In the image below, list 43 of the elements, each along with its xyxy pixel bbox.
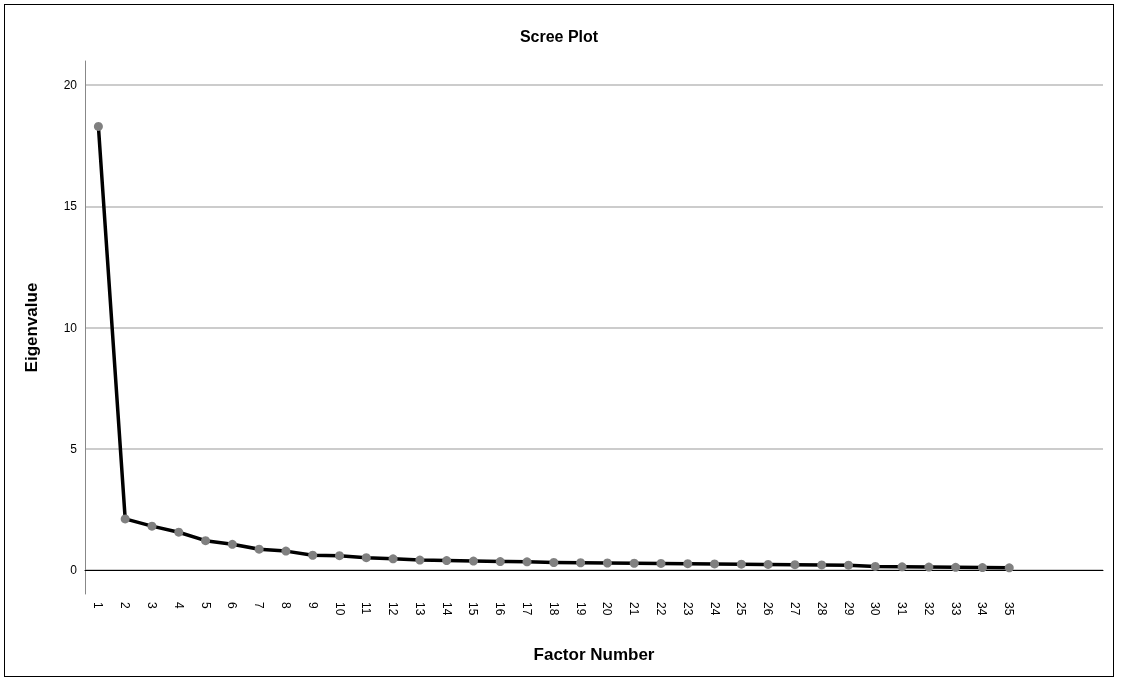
- chart-title: Scree Plot: [519, 27, 599, 45]
- x-tick-label: 33: [948, 602, 963, 616]
- x-tick-label: 3: [144, 602, 159, 609]
- x-tick-label: 34: [975, 602, 990, 616]
- x-tick-label: 13: [412, 602, 427, 616]
- y-axis-title: Eigenvalue: [22, 282, 41, 373]
- x-tick-label: 12: [386, 602, 401, 616]
- x-tick-label: 31: [895, 602, 910, 616]
- x-axis-title: Factor Number: [533, 645, 655, 664]
- x-tick-label: 17: [520, 602, 535, 616]
- y-tick-label: 5: [70, 441, 78, 456]
- x-tick-label: 14: [439, 602, 454, 616]
- x-tick-label: 7: [252, 602, 267, 609]
- x-tick-label: 8: [278, 602, 293, 609]
- x-tick-label: 24: [707, 602, 722, 616]
- x-tick-label: 22: [653, 602, 668, 616]
- x-tick-label: 21: [627, 602, 642, 616]
- x-tick-label: 23: [680, 602, 695, 616]
- x-tick-label: 2: [118, 602, 133, 609]
- y-tick-label: 10: [63, 320, 78, 335]
- x-tick-label: 16: [493, 602, 508, 616]
- x-tick-label: 32: [921, 602, 936, 616]
- y-tick-label: 20: [63, 78, 78, 93]
- x-tick-label: 28: [814, 602, 829, 616]
- x-tick-label: 20: [600, 602, 615, 616]
- x-tick-label: 5: [198, 602, 213, 609]
- x-tick-label: 4: [171, 602, 186, 609]
- x-tick-label: 25: [734, 602, 749, 616]
- x-tick-label: 19: [573, 602, 588, 616]
- y-tick-label: 15: [63, 199, 78, 214]
- x-tick-label: 35: [1002, 602, 1017, 616]
- x-tick-label: 1: [91, 602, 106, 609]
- x-tick-label: 9: [305, 602, 320, 609]
- x-tick-label: 6: [225, 602, 240, 609]
- x-tick-label: 10: [332, 602, 347, 616]
- x-tick-label: 18: [546, 602, 561, 616]
- y-tick-label: 0: [70, 562, 78, 577]
- x-tick-label: 27: [787, 602, 802, 616]
- x-tick-label: 11: [359, 602, 374, 615]
- x-tick-label: 26: [761, 602, 776, 616]
- x-tick-label: 30: [868, 602, 883, 616]
- x-tick-label: 15: [466, 602, 481, 616]
- x-tick-label: 29: [841, 602, 856, 616]
